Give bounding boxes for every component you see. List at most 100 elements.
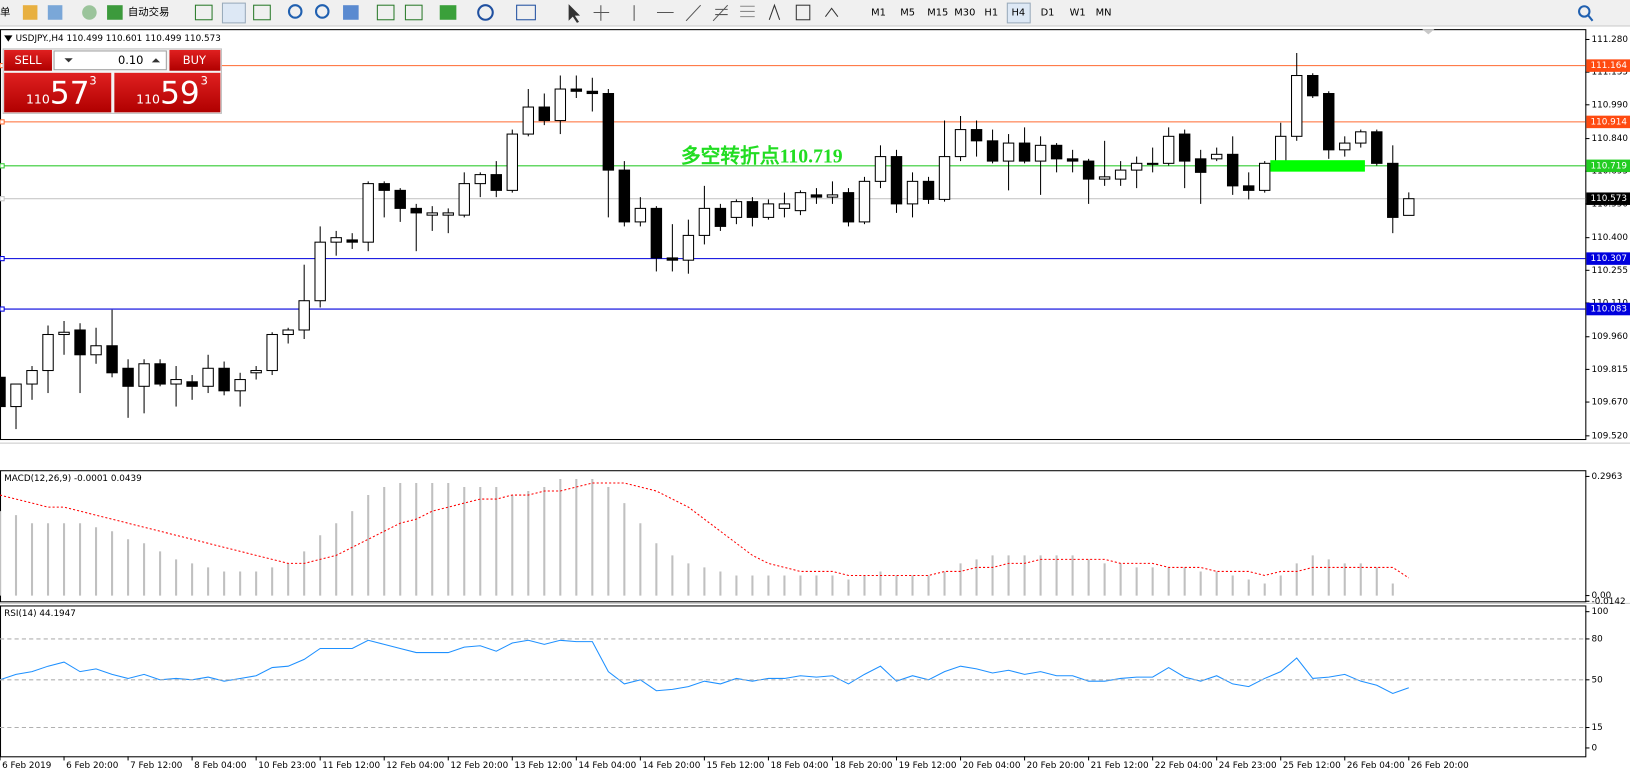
- x-tick-label: 25 Feb 12:00: [1283, 761, 1341, 771]
- templates[interactable]: [516, 4, 536, 21]
- x-tick-label: 24 Feb 23:00: [1219, 761, 1277, 771]
- candle-body: [458, 183, 470, 216]
- lot-value[interactable]: 0.10: [118, 53, 143, 67]
- buy-label[interactable]: BUY: [183, 53, 206, 67]
- candle-body: [810, 194, 823, 198]
- channel-tool[interactable]: [712, 4, 729, 22]
- candle-body: [1178, 133, 1191, 162]
- x-tick-label: 14 Feb 04:00: [578, 761, 636, 771]
- timeframe-button[interactable]: H4: [1011, 7, 1025, 18]
- candle-body: [1050, 144, 1063, 160]
- candle-body: [874, 156, 887, 182]
- level-price-tag: [1586, 302, 1630, 316]
- sell-price-box[interactable]: [4, 72, 112, 113]
- candle-body: [1258, 162, 1271, 191]
- periods[interactable]: [477, 4, 494, 21]
- toolbar: 单 自动交易 M1 M5 M15 M30 H1 H4 D1 W1 MN: [0, 0, 1630, 27]
- timeframe-button[interactable]: M15: [927, 7, 948, 18]
- candle-body: [858, 180, 871, 223]
- candle-body: [186, 381, 198, 387]
- icon-button[interactable]: [343, 5, 359, 20]
- zoom-in[interactable]: [287, 4, 303, 19]
- y-tick-label: 50: [1592, 675, 1604, 685]
- y-tick-label: 100: [1592, 607, 1609, 617]
- x-tick-label: 13 Feb 12:00: [514, 761, 572, 771]
- timeframe-button[interactable]: H1: [984, 7, 998, 18]
- timeframe-button[interactable]: MN: [1096, 7, 1112, 18]
- candle-body: [330, 237, 342, 243]
- y-tick-label: 110.255: [1592, 266, 1629, 276]
- menu-fragment[interactable]: 单: [0, 6, 10, 18]
- search[interactable]: [1578, 5, 1591, 18]
- candle-body: [1323, 93, 1335, 151]
- icon-button[interactable]: [47, 5, 63, 20]
- y-tick-label: 110.840: [1592, 134, 1629, 144]
- timeframe-button[interactable]: D1: [1041, 7, 1055, 18]
- timeframe-button[interactable]: W1: [1070, 7, 1086, 18]
- candle-body: [1355, 131, 1367, 144]
- x-tick-label: 20 Feb 04:00: [963, 761, 1021, 771]
- x-tick-label: 15 Feb 12:00: [706, 761, 764, 771]
- candle-body: [1066, 158, 1079, 162]
- icon-button[interactable]: [194, 4, 213, 21]
- icon-button[interactable]: [221, 2, 246, 24]
- indicators[interactable]: [439, 5, 457, 20]
- candle-body: [618, 169, 631, 223]
- sell-label[interactable]: SELL: [14, 53, 42, 67]
- fibo-tool[interactable]: [740, 5, 755, 18]
- y-tick-label: 15: [1592, 723, 1603, 733]
- lot-down[interactable]: [64, 58, 73, 63]
- icon-button[interactable]: [253, 4, 271, 21]
- annotation: 多空转折点110.719: [681, 145, 843, 168]
- candle-body: [250, 370, 262, 374]
- search[interactable]: [1587, 14, 1594, 22]
- candle-body: [986, 140, 999, 162]
- candle-body: [1226, 153, 1239, 187]
- buy-button[interactable]: [169, 49, 221, 71]
- candle-body: [1371, 131, 1383, 164]
- auto-trading[interactable]: 自动交易: [128, 5, 170, 18]
- auto-trading-icon[interactable]: [107, 5, 123, 20]
- x-tick-label: 26 Feb 04:00: [1347, 761, 1405, 771]
- lot-input[interactable]: [53, 50, 167, 71]
- candle-body: [938, 156, 951, 200]
- cursor-tool[interactable]: [568, 4, 581, 23]
- candle-body: [906, 180, 919, 205]
- x-tick-label: 12 Feb 04:00: [386, 761, 444, 771]
- timeframe-button[interactable]: M1: [871, 7, 886, 18]
- icon-button[interactable]: [82, 5, 97, 20]
- zoom-out[interactable]: [314, 4, 330, 19]
- timeframe-button[interactable]: M5: [900, 7, 915, 18]
- candle-body: [138, 363, 150, 387]
- label-tool[interactable]: [795, 4, 811, 21]
- main-panel-frame: [0, 29, 1587, 441]
- candle-body: [698, 207, 711, 236]
- icon-button[interactable]: [22, 5, 38, 20]
- x-tick-label: 19 Feb 12:00: [899, 761, 957, 771]
- candle-body: [554, 88, 567, 122]
- price-series: [0, 52, 1415, 430]
- chart-shift-marker: [1422, 29, 1435, 35]
- y-tick-label: 109.815: [1592, 365, 1629, 375]
- icon-button[interactable]: [376, 4, 395, 21]
- text-tool[interactable]: [768, 3, 781, 20]
- crosshair-tool[interactable]: [593, 5, 610, 21]
- trendline-tool[interactable]: [685, 4, 702, 22]
- timeframe-button[interactable]: M30: [954, 7, 975, 18]
- level-price-tag: [1586, 192, 1630, 205]
- sell-price-pips: 57: [50, 76, 90, 112]
- candle-body: [1403, 198, 1415, 216]
- drawn-rectangle: [1270, 160, 1365, 172]
- candle-body: [106, 345, 118, 374]
- candle-body: [1307, 74, 1319, 97]
- candle-body: [650, 207, 663, 259]
- icon-button[interactable]: [404, 4, 423, 21]
- arrow-tool[interactable]: [824, 7, 839, 17]
- candle-body: [1274, 135, 1287, 164]
- lot-up[interactable]: [151, 58, 161, 63]
- candle-body: [1291, 74, 1303, 137]
- sell-button[interactable]: [4, 49, 52, 71]
- buy-price-box[interactable]: [114, 72, 221, 113]
- chart-window: [0, 28, 1630, 775]
- y-tick-label: 109.960: [1592, 332, 1629, 342]
